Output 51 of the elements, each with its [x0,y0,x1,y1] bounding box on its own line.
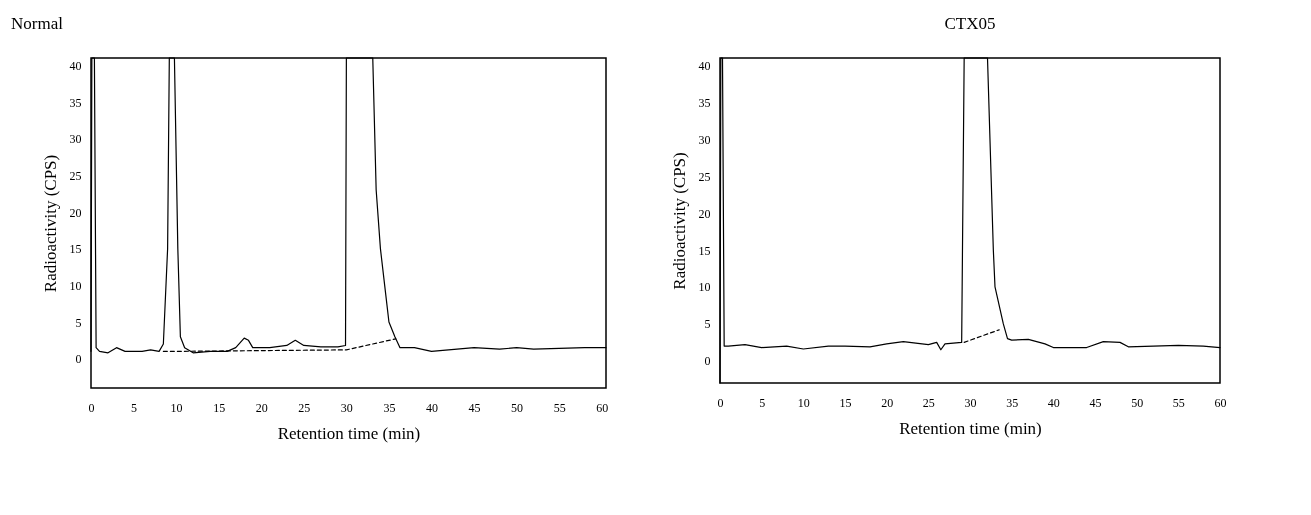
x-axis-title: Retention time (min) [899,418,1042,438]
x-tick-label: 10 [170,400,183,415]
y-tick-label: 5 [75,315,82,330]
y-tick-label: 20 [69,205,82,220]
x-tick-label: 40 [1047,395,1060,410]
x-tick-label: 25 [922,395,935,410]
x-tick-label: 35 [383,400,396,415]
x-tick-label: 5 [759,395,766,410]
y-tick-label: 30 [698,132,711,147]
y-tick-label: 0 [704,354,711,369]
chart-title: Normal [11,14,64,34]
x-tick-label: 0 [717,395,724,410]
x-tick-label: 25 [298,400,311,415]
y-axis-title: Radioactivity (CPS) [669,152,689,290]
x-tick-label: 55 [553,400,566,415]
y-tick-label: 40 [69,58,82,73]
y-tick-label: 35 [69,95,82,110]
x-tick-label: 0 [88,400,95,415]
x-tick-label: 5 [131,400,138,415]
y-tick-label: 15 [698,243,711,258]
x-tick-label: 50 [1131,395,1144,410]
x-tick-label: 10 [797,395,810,410]
line-series [719,57,1221,384]
y-tick-label: 5 [704,317,711,332]
y-tick-label: 10 [698,280,711,295]
y-tick-label: 30 [69,132,82,147]
x-tick-label: 20 [255,400,268,415]
x-axis-title: Retention time (min) [277,423,421,443]
y-axis-title: Radioactivity (CPS) [40,154,60,293]
x-tick-label: 40 [426,400,438,415]
y-tick-label: 15 [69,242,82,257]
x-tick-label: 15 [839,395,852,410]
y-tick-label: 10 [69,278,82,293]
y-tick-label: 20 [698,206,711,221]
y-tick-label: 35 [698,95,711,110]
x-tick-label: 45 [1089,395,1102,410]
y-tick-label: 25 [69,168,82,183]
y-tick-label: 0 [75,352,82,367]
x-tick-label: 30 [964,395,977,410]
x-tick-label: 35 [1006,395,1019,410]
x-tick-label: 30 [340,400,353,415]
y-tick-label: 25 [698,169,711,184]
x-tick-label: 55 [1172,395,1185,410]
x-tick-label: 20 [881,395,894,410]
x-tick-label: 15 [213,400,226,415]
y-tick-label: 40 [698,58,711,73]
x-tick-label: 45 [468,400,481,415]
x-tick-label: 60 [596,400,609,415]
x-tick-label: 50 [511,400,524,415]
x-tick-label: 60 [1214,395,1227,410]
chart-title: CTX05 [944,14,996,34]
